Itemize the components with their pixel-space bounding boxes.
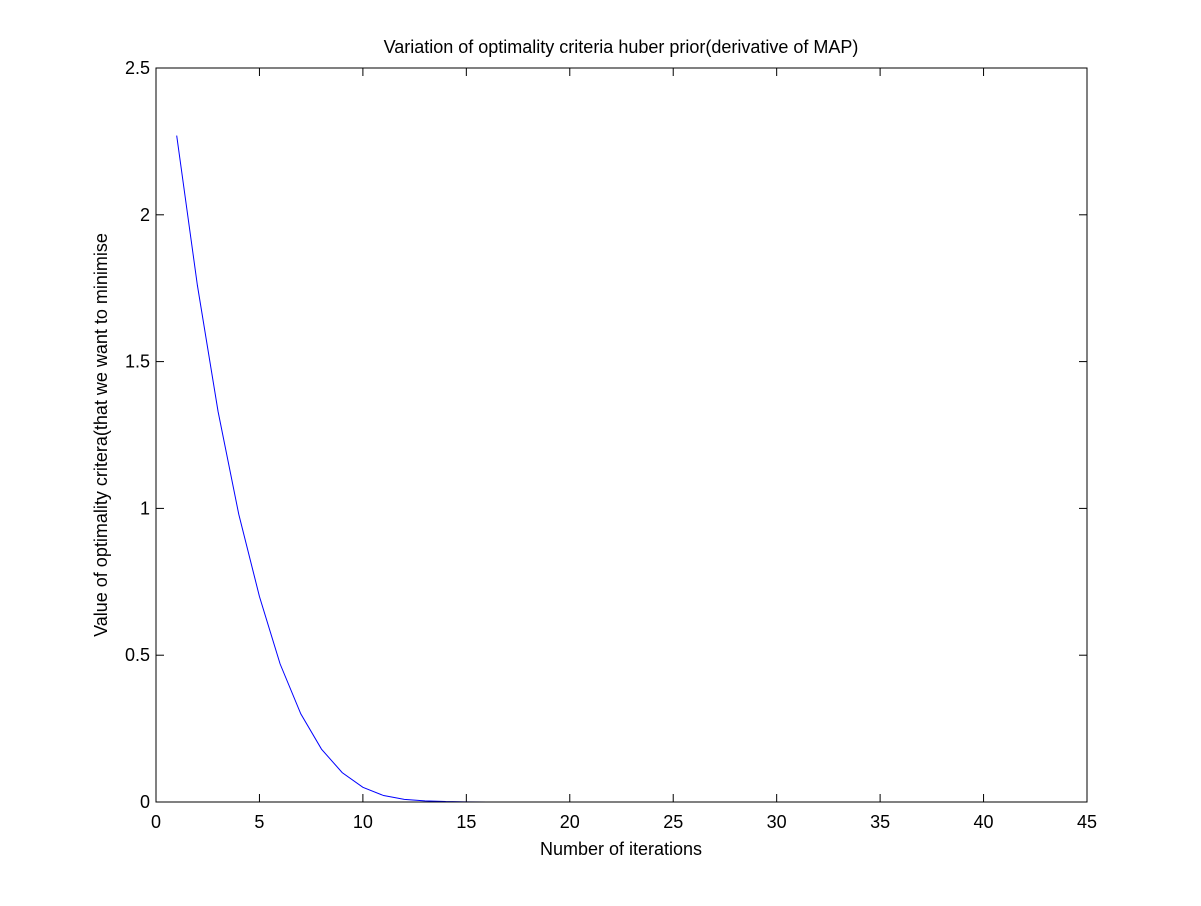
x-tick-label: 35 (870, 812, 890, 832)
y-tick-label: 0.5 (125, 645, 150, 665)
x-tick-label: 25 (663, 812, 683, 832)
tick-labels: 0 5 10 15 20 25 30 35 40 45 0 0.5 1 1.5 2 2.5 (125, 58, 1097, 832)
axes-box (155, 67, 1088, 803)
y-tick-label: 0 (140, 792, 150, 812)
y-tick-label: 1 (140, 498, 150, 518)
x-tick-label: 40 (974, 812, 994, 832)
y-tick-label: 1.5 (125, 352, 150, 372)
x-tick-label: 30 (767, 812, 787, 832)
y-tick-label: 2 (140, 205, 150, 225)
x-tick-label: 5 (254, 812, 264, 832)
y-tick-label: 2.5 (125, 58, 150, 78)
chart-title: Variation of optimality criteria huber p… (384, 37, 859, 57)
ticks (155, 67, 1088, 803)
x-tick-label: 10 (353, 812, 373, 832)
x-tick-label: 45 (1077, 812, 1097, 832)
plot-area (156, 68, 1087, 802)
y-axis-label: Value of optimality critera(that we want… (91, 233, 111, 637)
x-tick-label: 20 (560, 812, 580, 832)
x-tick-label: 0 (151, 812, 161, 832)
x-axis-label: Number of iterations (540, 839, 702, 859)
x-tick-label: 15 (456, 812, 476, 832)
